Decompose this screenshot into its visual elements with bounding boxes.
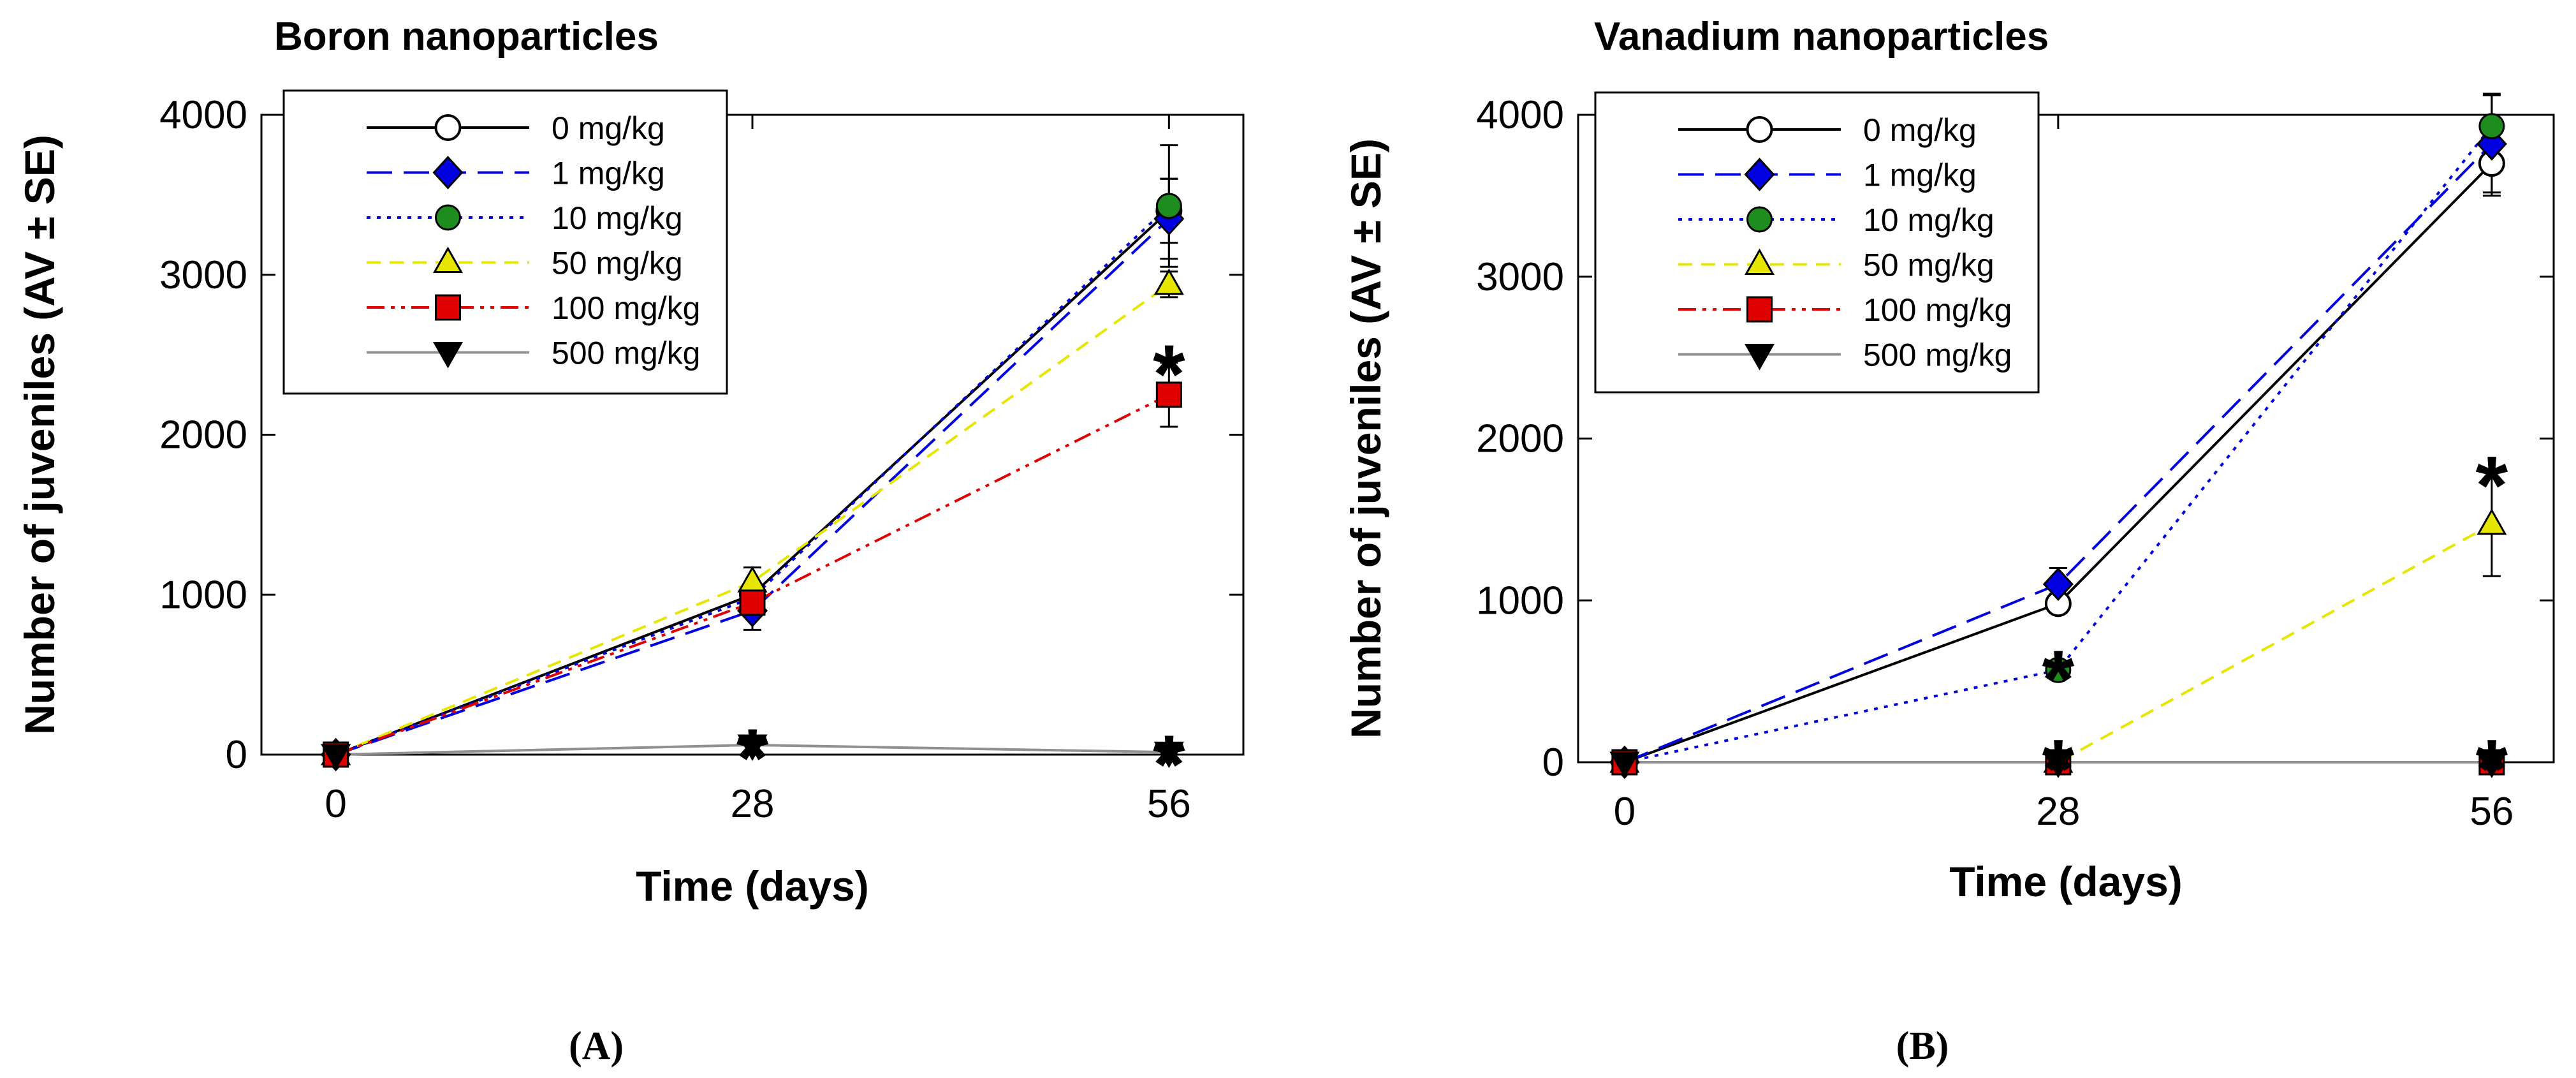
series-line-2 — [335, 218, 1170, 756]
legend-marker — [432, 156, 464, 189]
legend-label: 0 mg/kg — [1863, 112, 1977, 148]
legend-label: 10 mg/kg — [1863, 202, 1994, 238]
data-point — [2477, 508, 2507, 535]
data-point — [1155, 381, 1182, 408]
legend-marker — [1746, 116, 1773, 143]
data-point — [1153, 268, 1184, 295]
x-tick-label: 56 — [2470, 790, 2514, 834]
data-point — [2478, 113, 2505, 140]
x-tick-label: 0 — [1614, 790, 1636, 834]
x-axis-label: Time (days) — [636, 862, 869, 910]
y-tick-label: 4000 — [159, 93, 247, 137]
x-axis-label: Time (days) — [1949, 858, 2183, 905]
legend-box — [282, 89, 728, 395]
x-tick-label: 56 — [1147, 782, 1191, 826]
significance-star: * — [1153, 718, 1185, 811]
significance-star: * — [736, 711, 769, 804]
x-tick-label: 28 — [731, 782, 775, 826]
legend-marker — [1746, 296, 1773, 323]
legend-marker — [435, 294, 461, 321]
x-tick-label: 0 — [325, 782, 346, 826]
legend-label: 50 mg/kg — [552, 246, 683, 281]
legend-label: 100 mg/kg — [552, 290, 700, 326]
y-tick-label: 3000 — [159, 253, 247, 297]
y-tick-label: 1000 — [1476, 579, 1564, 623]
legend-label: 50 mg/kg — [1863, 247, 1994, 283]
series-markers — [320, 193, 1185, 772]
data-point — [1609, 751, 1640, 779]
y-tick-label: 1000 — [159, 573, 247, 617]
legend-marker — [432, 342, 464, 369]
y-axis-label: Number of juveniles (AV ± SE) — [16, 135, 63, 735]
series-line-4 — [335, 283, 1170, 756]
y-tick-label: 3000 — [1476, 255, 1564, 299]
series-markers — [1609, 113, 2507, 779]
legend-marker — [1744, 158, 1775, 191]
data-point — [321, 744, 351, 771]
legend: 0 mg/kg 1 mg/kg 10 mg/kg 50 mg/kg 100 mg/kg 5… — [1594, 91, 2040, 394]
data-point — [1155, 193, 1182, 219]
panel-label: (A) — [569, 1024, 624, 1068]
y-tick-label: 0 — [1542, 741, 1564, 785]
y-tick-label: 4000 — [1476, 93, 1564, 137]
significance-star: * — [2042, 633, 2075, 726]
data-point — [1153, 741, 1184, 769]
legend-marker — [1746, 206, 1773, 233]
legend-marker — [434, 114, 462, 141]
data-point — [2045, 656, 2072, 683]
legend-marker — [1744, 344, 1775, 371]
legend-marker — [435, 204, 461, 231]
y-tick-label: 0 — [226, 733, 247, 777]
data-point — [739, 589, 766, 616]
chart-panel-1: Boron nanoparticles 0 1000 2000 3000 4000 0 28 5… — [16, 15, 1245, 1068]
data-point — [2042, 567, 2074, 602]
panel-label: (B) — [1896, 1024, 1949, 1068]
data-point — [2477, 751, 2507, 779]
chart-title: Vanadium nanoparticles — [1594, 15, 2049, 59]
legend-label: 0 mg/kg — [552, 110, 665, 146]
series-line-5 — [335, 394, 1170, 756]
legend-marker — [1744, 248, 1775, 275]
y-tick-label: 2000 — [159, 413, 247, 457]
x-tick-label: 28 — [2036, 790, 2080, 834]
legend-label: 1 mg/kg — [1863, 158, 1977, 193]
y-tick-label: 2000 — [1476, 417, 1564, 461]
significance-star: * — [2476, 439, 2508, 532]
data-point — [737, 734, 768, 761]
legend-marker — [432, 246, 464, 273]
y-axis-label: Number of juveniles (AV ± SE) — [1342, 138, 1389, 739]
legend-label: 1 mg/kg — [552, 156, 665, 191]
data-point — [737, 566, 768, 593]
legend: 0 mg/kg 1 mg/kg 10 mg/kg 50 mg/kg 100 mg/kg 5… — [282, 89, 728, 395]
data-point — [2043, 751, 2074, 779]
chart-title: Boron nanoparticles — [274, 15, 659, 59]
error-bars — [2049, 92, 2501, 679]
significance-star: * — [2042, 722, 2075, 815]
legend-label: 10 mg/kg — [552, 200, 683, 236]
legend-label: 500 mg/kg — [1863, 337, 2012, 373]
significance-star: * — [1153, 327, 1185, 420]
legend-label: 100 mg/kg — [1863, 292, 2012, 328]
legend-box — [1594, 91, 2040, 394]
legend-label: 500 mg/kg — [552, 336, 700, 371]
significance-star: * — [2476, 722, 2508, 815]
chart-panel-2: Vanadium nanoparticles 0 1000 2000 3000 4000 0… — [1342, 15, 2555, 1068]
